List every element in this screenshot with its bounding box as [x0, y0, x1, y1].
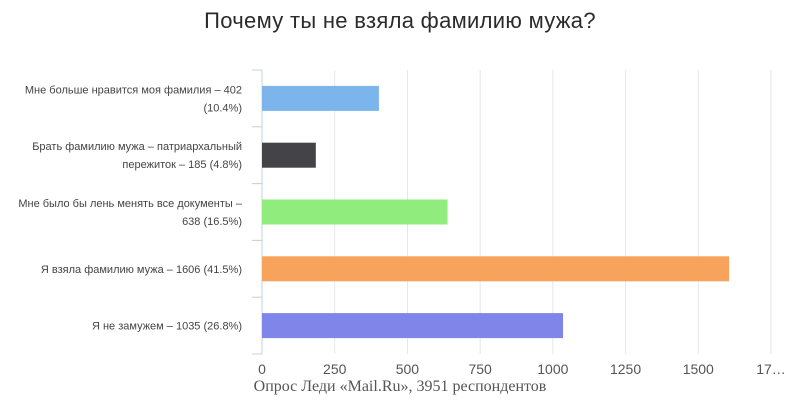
category-axis	[252, 69, 263, 355]
category-label-line: 638 (16.5%)	[182, 216, 242, 228]
x-tick-label: 1250	[610, 361, 641, 377]
category-label: Я не замужем – 1035 (26.8%)	[92, 321, 242, 333]
bar	[262, 313, 564, 339]
x-axis-tick-labels: 0 250 500 750 1000 1250 1500 17…	[258, 361, 786, 377]
bar	[262, 142, 316, 168]
category-label-line: (10.4%)	[203, 102, 242, 114]
bars	[262, 85, 730, 339]
x-tick-label: 1000	[537, 361, 568, 377]
source-note: Опрос Леди «Mail.Ru», 3951 респондентов	[253, 378, 547, 395]
x-tick-label: 1500	[683, 361, 714, 377]
category-label: Мне больше нравится моя фамилия – 402 (10…	[25, 84, 242, 114]
category-label-line: Брать фамилию мужа – патриархальный	[32, 141, 242, 153]
category-label-line: Мне больше нравится моя фамилия – 402	[25, 84, 242, 96]
x-tick-label: 17…	[756, 361, 786, 377]
category-labels: Мне больше нравится моя фамилия – 402 (10…	[18, 84, 243, 332]
bar	[262, 199, 448, 225]
x-tick-label: 500	[396, 361, 420, 377]
category-label: Я взяла фамилию мужа – 1606 (41.5%)	[41, 264, 242, 276]
chart-title: Почему ты не взяла фамилию мужа?	[204, 8, 596, 33]
category-label-line: Я не замужем – 1035 (26.8%)	[92, 321, 242, 333]
x-tick-label: 250	[323, 361, 347, 377]
category-label-line: Я взяла фамилию мужа – 1606 (41.5%)	[41, 264, 242, 276]
bar	[262, 85, 379, 111]
x-tick-label: 0	[258, 361, 266, 377]
category-label-line: пережиток – 185 (4.8%)	[122, 159, 242, 171]
x-tick-label: 750	[468, 361, 492, 377]
bar	[262, 256, 730, 282]
category-label: Мне было бы лень менять все документы – 6…	[18, 198, 243, 228]
category-label: Брать фамилию мужа – патриархальный переж…	[32, 141, 242, 171]
category-label-line: Мне было бы лень менять все документы –	[18, 198, 243, 210]
